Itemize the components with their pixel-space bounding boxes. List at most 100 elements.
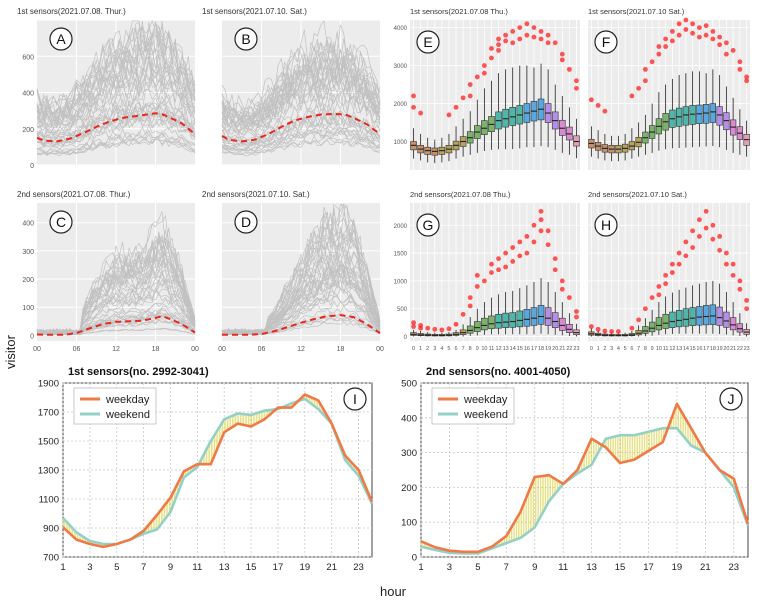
- outlier: [517, 253, 523, 259]
- x-tick-label: 00: [218, 346, 226, 353]
- box: [716, 306, 723, 326]
- x-tick-label: 7: [504, 562, 509, 573]
- outlier: [411, 320, 416, 326]
- x-tick-label: 12: [297, 346, 305, 353]
- x-tick-label: 23: [573, 346, 579, 352]
- sensor-curve: [221, 261, 381, 334]
- outlier: [559, 51, 565, 57]
- box-hour-5: [445, 326, 453, 337]
- outlier: [574, 85, 579, 91]
- box-hour-8: [466, 82, 474, 155]
- outlier: [690, 21, 696, 27]
- sensor-curve: [221, 70, 381, 133]
- outlier: [710, 36, 716, 42]
- panel-label-text: B: [241, 31, 250, 47]
- box-hour-20: [723, 40, 730, 150]
- outlier: [636, 317, 642, 323]
- outlier: [656, 51, 662, 57]
- x-tick-label: 16: [524, 346, 530, 352]
- box-hour-14: [682, 239, 690, 334]
- legend: weekday weekend: [431, 387, 515, 425]
- box: [642, 326, 649, 334]
- outlier: [489, 55, 494, 61]
- outlier: [669, 270, 675, 275]
- outlier: [545, 40, 551, 46]
- x-tick-label: 4: [440, 346, 443, 352]
- outlier: [683, 17, 689, 23]
- y-tick-label: 2000: [394, 224, 408, 230]
- outlier: [703, 225, 709, 231]
- outlier: [559, 286, 565, 292]
- box-hour-5: [621, 332, 629, 337]
- outlier: [683, 239, 689, 245]
- box: [648, 321, 656, 333]
- panel-label-circle: [416, 30, 440, 54]
- panel-label-circle: [594, 213, 618, 237]
- outlier: [538, 28, 544, 34]
- outlier: [696, 25, 702, 30]
- sensor-curve: [221, 38, 381, 120]
- box-hour-14: [509, 28, 516, 150]
- box-hour-10: [481, 278, 488, 335]
- outlier: [690, 245, 696, 250]
- box: [516, 310, 524, 328]
- box-hour-21: [729, 261, 737, 336]
- x-tick-label: 0: [412, 346, 415, 352]
- panel-label-text: I: [353, 391, 357, 407]
- y-tick-label: 1500: [394, 252, 408, 258]
- x-tick-label: 14: [683, 346, 689, 352]
- outlier: [703, 208, 709, 214]
- outlier: [676, 21, 682, 27]
- box-hour-13: [675, 250, 683, 334]
- outlier: [503, 38, 509, 44]
- sensor-curve: [221, 20, 381, 114]
- outlier: [737, 66, 743, 72]
- outlier: [531, 222, 537, 228]
- outlier: [467, 303, 473, 309]
- box-hour-21: [559, 278, 566, 336]
- box-hour-8: [642, 66, 649, 155]
- panel-label-text: A: [56, 31, 66, 47]
- box: [481, 120, 488, 135]
- x-tick-label: 21: [559, 346, 565, 352]
- outlier: [649, 59, 655, 65]
- x-tick-label: 00: [191, 346, 199, 353]
- outlier: [446, 326, 452, 332]
- outlier: [411, 104, 416, 110]
- x-tick-label: 15: [690, 346, 696, 352]
- box-hour-20: [551, 256, 559, 335]
- box-hour-18: [709, 222, 717, 334]
- box-hour-16: [523, 233, 531, 335]
- outlier: [439, 327, 445, 333]
- panel-label-F: F: [594, 30, 618, 54]
- outlier: [531, 239, 537, 245]
- outlier: [496, 36, 501, 42]
- box: [729, 317, 737, 331]
- y-tick-label: 0: [404, 335, 408, 341]
- y-tick-label: 1900: [38, 379, 59, 390]
- box-hour-4: [615, 329, 622, 337]
- outlier: [717, 34, 723, 40]
- outlier: [717, 42, 723, 48]
- box-hour-1: [417, 323, 424, 337]
- x-tick-label: 19: [672, 562, 683, 573]
- box-hour-7: [459, 95, 467, 157]
- x-tick-label: 8: [644, 346, 647, 352]
- box-hour-20: [723, 250, 730, 335]
- box: [573, 135, 580, 147]
- x-tick-label: 22: [566, 346, 572, 352]
- box-hour-15: [516, 239, 524, 335]
- outlier: [460, 311, 466, 317]
- panel-label-circle: [416, 213, 440, 237]
- box: [481, 317, 488, 331]
- chart-title: 2nd sensors(2021.07.08 Thu.): [410, 190, 511, 199]
- x-tick-label: 2: [426, 346, 429, 352]
- x-tick-label: 2: [603, 346, 606, 352]
- box: [696, 306, 703, 326]
- outlier: [744, 74, 750, 80]
- mean-line: [222, 314, 381, 336]
- box: [675, 310, 683, 328]
- sensor-curve: [221, 203, 381, 335]
- outlier: [467, 93, 473, 99]
- sensor-curve: [36, 79, 196, 134]
